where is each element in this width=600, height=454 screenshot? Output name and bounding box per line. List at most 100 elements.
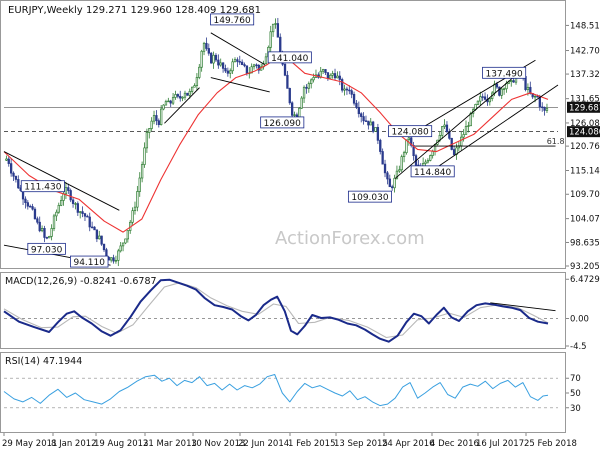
candle-body	[55, 211, 58, 217]
x-tick-label: 10 Nov 2013	[191, 439, 245, 449]
x-tick-label: 31 Mar 2013	[143, 439, 197, 449]
candle-body	[121, 242, 125, 247]
price-label-box	[27, 242, 66, 255]
candle-body	[236, 59, 239, 62]
price-label-box	[267, 51, 312, 64]
candle-body	[112, 257, 115, 262]
price-tick-label: 131.650	[570, 95, 600, 105]
candle-body	[52, 215, 56, 229]
price-label-box	[388, 125, 433, 138]
candle-body	[119, 245, 122, 252]
candle-body	[171, 97, 175, 104]
candle-body	[148, 128, 151, 133]
candle-body	[310, 79, 313, 85]
candle-body	[302, 86, 306, 99]
candle-body	[367, 120, 370, 126]
rsi-line	[3, 374, 549, 407]
price-series	[5, 17, 549, 267]
candle-body	[207, 48, 210, 54]
candle-body	[29, 205, 32, 208]
candle-body	[179, 95, 182, 99]
price-tick-label: 148.515	[570, 21, 600, 31]
candle-body	[279, 36, 282, 54]
candle-body	[7, 158, 10, 164]
candle-body	[88, 216, 91, 228]
macd-signal-line	[3, 282, 549, 339]
candle-body	[481, 96, 484, 98]
axis-price-box	[567, 101, 600, 113]
candle-body	[212, 54, 215, 64]
candle-body	[386, 172, 389, 180]
candle-body	[476, 100, 480, 105]
price-overlays: 61.8 149.760 141.040 126.090 137.490 124.080 1…	[3, 13, 565, 268]
candle-body	[12, 172, 15, 177]
candle-body	[174, 94, 177, 98]
candle-body	[48, 236, 51, 239]
candle-body	[238, 61, 241, 63]
candle-body	[124, 238, 127, 244]
candle-body	[160, 108, 163, 125]
candle-body	[545, 108, 549, 111]
candle-body	[383, 163, 387, 174]
candle-body	[291, 102, 294, 116]
price-tick-label: 137.320	[570, 70, 600, 80]
trend-line	[210, 77, 270, 93]
candle-body	[155, 115, 158, 122]
candle-body	[452, 149, 456, 155]
x-tick-label: 1 Feb 2015	[288, 439, 336, 449]
macd-tick-label: 6.4729	[570, 275, 600, 285]
candle-body	[167, 100, 170, 103]
candle-body	[138, 177, 141, 192]
macd-series	[3, 278, 558, 343]
candle-body	[117, 250, 120, 261]
candle-body	[338, 75, 341, 80]
candle-body	[221, 62, 225, 69]
candle-body	[469, 112, 472, 127]
candle-body	[529, 86, 532, 94]
candle-body	[371, 121, 375, 132]
rsi-header: RSI(14) 47.1944	[5, 356, 82, 367]
candle-body	[526, 86, 530, 91]
candle-body	[250, 66, 253, 74]
candle-body	[460, 136, 463, 147]
candle-body	[300, 97, 303, 109]
candle-body	[33, 208, 37, 220]
watermark: ActionForex.com	[275, 228, 425, 249]
candle-body	[24, 198, 27, 203]
candle-body	[400, 156, 403, 171]
rsi-panel-frame	[0, 352, 566, 433]
axis-price-box-label: 129.681	[569, 103, 600, 113]
candle-body	[140, 164, 144, 179]
candle-body	[233, 59, 237, 63]
candle-body	[143, 147, 146, 165]
candle-body	[62, 193, 65, 201]
candle-body	[393, 177, 396, 189]
candle-body	[110, 257, 113, 261]
candle-body	[126, 230, 129, 240]
candle-body	[257, 64, 260, 71]
candle-body	[321, 69, 325, 72]
candle-body	[245, 65, 249, 74]
candle-body	[240, 61, 244, 65]
price-tick-label: 104.075	[570, 215, 600, 225]
x-tick-label: 25 Feb 2018	[524, 439, 577, 449]
axis-price-box	[567, 126, 600, 138]
candle-body	[186, 92, 189, 96]
candle-body	[433, 144, 437, 152]
x-tick-label: 24 Apr 2016	[382, 439, 435, 449]
candle-body	[398, 169, 401, 172]
candle-body	[264, 56, 268, 65]
candle-body	[164, 101, 168, 106]
candle-body	[512, 80, 515, 83]
candle-body	[40, 227, 44, 232]
candle-body	[136, 191, 139, 208]
price-label-box	[482, 66, 527, 79]
price-grid	[4, 106, 558, 133]
price-tick-label: 120.760	[570, 142, 600, 152]
candle-body	[252, 64, 256, 68]
candle-body	[483, 96, 487, 100]
macd-panel-frame	[0, 272, 566, 349]
candle-body	[43, 227, 46, 238]
candle-body	[45, 237, 49, 239]
